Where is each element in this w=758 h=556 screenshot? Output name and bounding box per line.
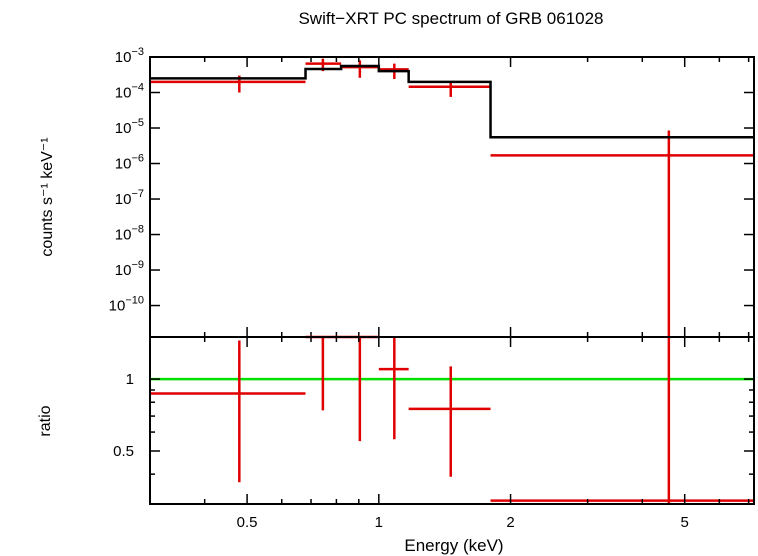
lower-panel-frame bbox=[149, 336, 755, 505]
upper-model-layer bbox=[150, 64, 754, 139]
upper-panel-frame bbox=[149, 56, 755, 338]
lower-x-ticks: 0.5 1 2 5 bbox=[149, 337, 750, 531]
upper-panel: 10−3 10−4 10−5 10−6 10−7 10−8 10−9 10−10 counts… bbox=[39, 46, 755, 338]
x-tick-label: 0.5 bbox=[237, 514, 258, 531]
lower-y-axis-label: ratio bbox=[37, 405, 54, 436]
lower-y-tick-label: 1 bbox=[126, 371, 134, 388]
x-tick-label: 5 bbox=[681, 514, 689, 531]
upper-y-tick-label: 10−4 bbox=[115, 82, 144, 102]
upper-y-axis-label: counts s⁻¹ keV⁻¹ bbox=[39, 137, 56, 256]
upper-y-ticks: 10−3 10−4 10−5 10−6 10−7 10−8 10−9 10−10 bbox=[109, 46, 754, 315]
upper-y-tick-label: 10−6 bbox=[115, 153, 144, 173]
upper-y-tick-label: 10−10 bbox=[109, 295, 144, 315]
lower-panel: 0.51 0.5 1 2 5 ratio bbox=[37, 335, 755, 531]
lower-y-tick-label: 0.5 bbox=[113, 443, 134, 460]
model-step-line bbox=[150, 64, 754, 139]
upper-y-tick-label: 10−9 bbox=[115, 259, 144, 279]
lower-y-ticks: 0.51 bbox=[113, 336, 754, 505]
upper-data-layer bbox=[150, 58, 754, 337]
x-tick-label: 1 bbox=[375, 514, 383, 531]
x-tick-label: 2 bbox=[506, 514, 514, 531]
upper-y-tick-label: 10−7 bbox=[115, 188, 144, 208]
upper-y-tick-label: 10−5 bbox=[115, 117, 144, 137]
upper-y-tick-label: 10−3 bbox=[115, 46, 144, 66]
chart-title: Swift−XRT PC spectrum of GRB 061028 bbox=[298, 9, 603, 28]
x-axis-label: Energy (keV) bbox=[404, 536, 503, 555]
upper-y-tick-label: 10−8 bbox=[115, 224, 144, 244]
upper-x-ticks bbox=[149, 57, 750, 337]
lower-data-layer bbox=[150, 335, 754, 504]
